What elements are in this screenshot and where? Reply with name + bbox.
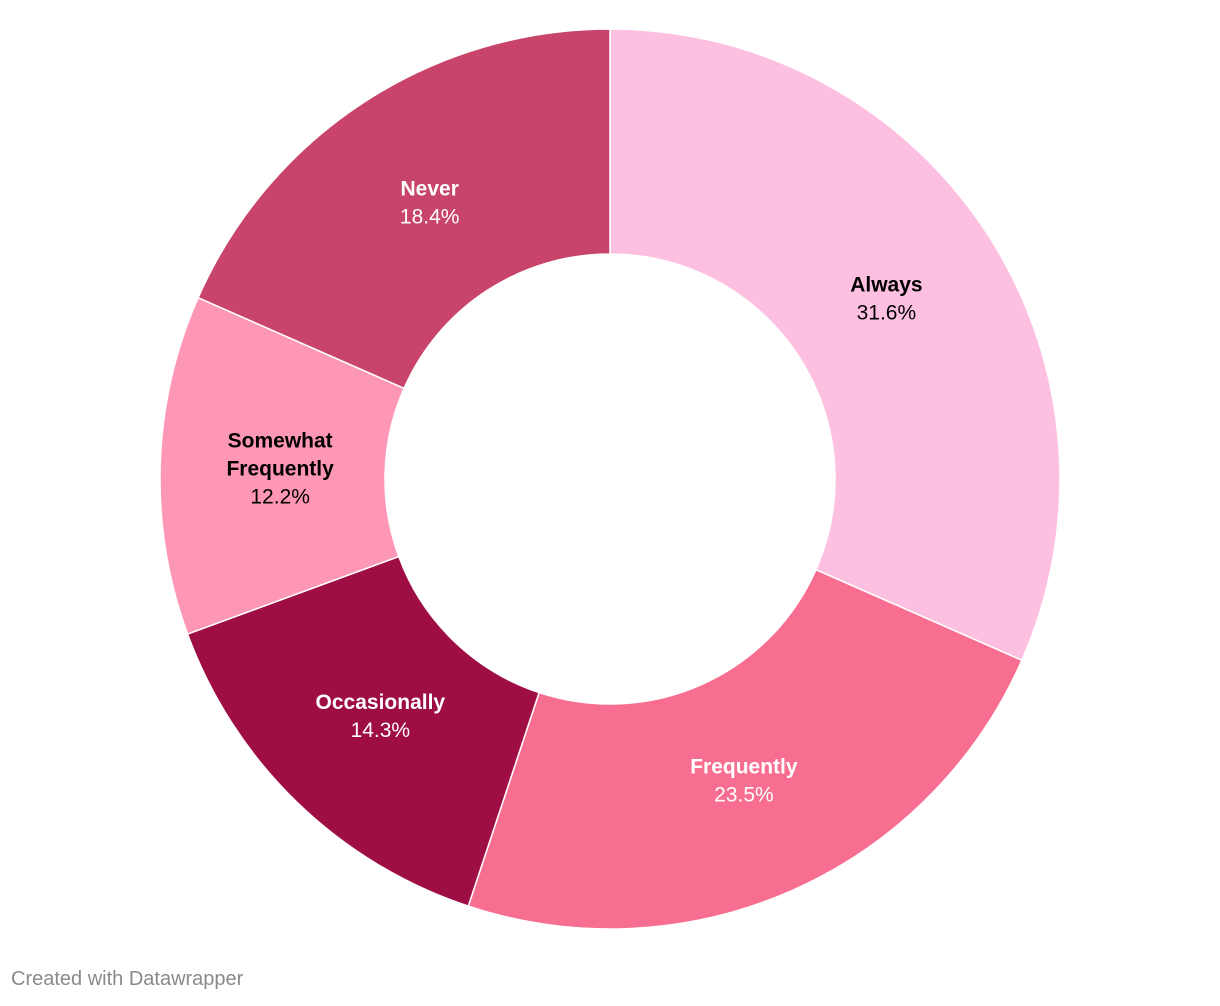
slice-occasionally[interactable]	[186, 555, 541, 908]
slice-somewhat-frequently[interactable]	[159, 296, 406, 636]
slice-name: Somewhat	[228, 430, 333, 453]
slice-frequently[interactable]	[467, 568, 1023, 930]
slice-name: Occasionally	[316, 691, 446, 714]
slice-always[interactable]	[609, 28, 1061, 662]
slice-value: 12.2%	[250, 486, 310, 509]
slice-name: Frequently	[226, 458, 334, 481]
slice-value: 31.6%	[857, 302, 917, 325]
slice-value: 18.4%	[400, 206, 460, 229]
slice-label-never: Never 18.4%	[400, 178, 460, 229]
slice-never[interactable]	[197, 28, 611, 390]
slice-name: Frequently	[690, 756, 798, 779]
donut-slices	[159, 28, 1061, 930]
slice-labels: Always 31.6% Frequently 23.5% Occasionally 14…	[226, 178, 922, 807]
slice-label-somewhat-frequently: Somewhat Frequently 12.2%	[226, 430, 334, 509]
slice-name: Always	[850, 274, 922, 297]
slice-label-frequently: Frequently 23.5%	[690, 756, 798, 807]
slice-value: 23.5%	[714, 784, 774, 807]
slice-label-occasionally: Occasionally 14.3%	[316, 691, 446, 742]
slice-name: Never	[400, 178, 458, 201]
slice-label-always: Always 31.6%	[850, 274, 922, 325]
slice-value: 14.3%	[351, 719, 411, 742]
datawrapper-credit[interactable]: Created with Datawrapper	[11, 968, 244, 990]
